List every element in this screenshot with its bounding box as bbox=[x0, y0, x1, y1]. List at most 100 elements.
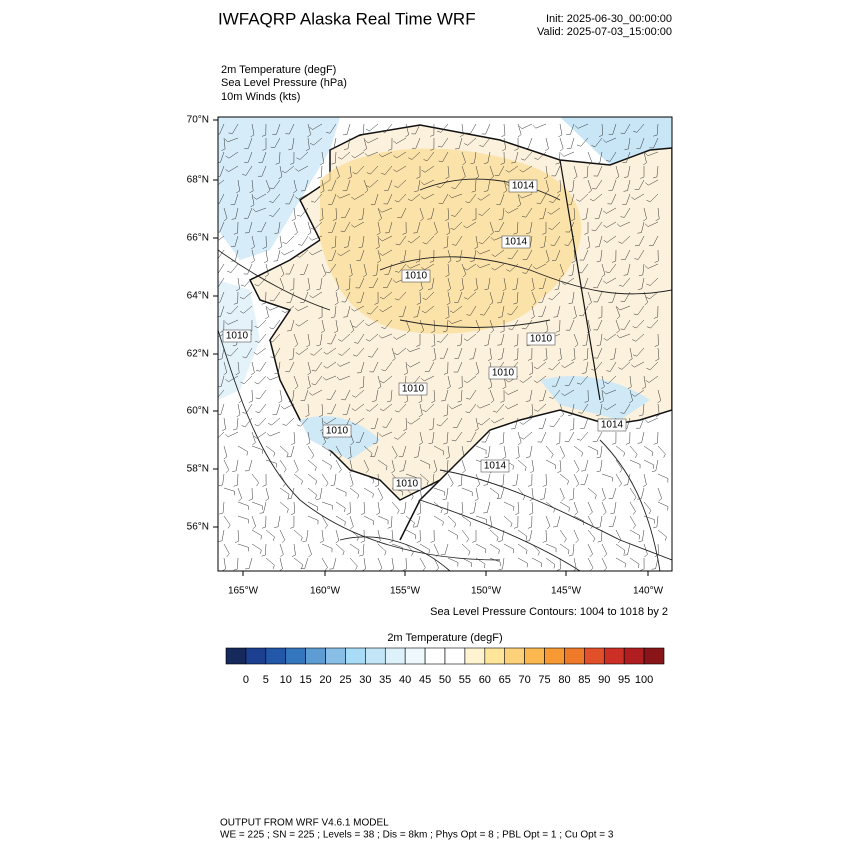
wind-barb bbox=[352, 389, 365, 398]
wind-barb bbox=[517, 487, 526, 501]
colorbar-box bbox=[265, 647, 287, 665]
wind-barb bbox=[559, 501, 570, 512]
wind-barb bbox=[514, 137, 519, 151]
wind-barb bbox=[653, 305, 659, 319]
wind-barb bbox=[330, 473, 337, 487]
wind-barb bbox=[461, 165, 466, 180]
wind-barb bbox=[615, 445, 625, 457]
wind-barb bbox=[507, 305, 519, 316]
wind-barb bbox=[379, 291, 393, 300]
wind-barb bbox=[638, 529, 645, 542]
wind-barb bbox=[351, 193, 365, 200]
wind-barb bbox=[557, 179, 562, 193]
wind-barb bbox=[620, 123, 631, 134]
wind-barb bbox=[335, 277, 340, 292]
wind-barb bbox=[542, 529, 547, 543]
wind-barb bbox=[457, 389, 463, 403]
wind-barb bbox=[285, 263, 295, 275]
colorbar-box bbox=[643, 647, 665, 665]
contour-note: Sea Level Pressure Contours: 1004 to 101… bbox=[430, 606, 668, 618]
colorbar-label: 40 bbox=[399, 674, 411, 686]
wind-barb bbox=[595, 151, 603, 164]
wind-barb bbox=[359, 543, 365, 557]
wind-barb bbox=[343, 235, 351, 248]
wind-barb bbox=[218, 193, 225, 205]
wind-barb bbox=[487, 347, 492, 362]
wind-barb bbox=[369, 361, 379, 373]
wind-barb bbox=[233, 221, 239, 235]
wind-barb bbox=[279, 529, 286, 543]
wind-barb bbox=[218, 305, 225, 317]
wind-barb bbox=[290, 151, 295, 165]
wind-barb bbox=[272, 123, 281, 135]
wind-barb bbox=[587, 179, 592, 194]
wind-barb bbox=[251, 515, 256, 530]
wind-barb bbox=[266, 431, 281, 437]
wind-barb bbox=[545, 137, 549, 152]
wind-barb bbox=[465, 403, 477, 414]
colorbar-box bbox=[285, 647, 306, 665]
wind-barb bbox=[618, 235, 631, 244]
wind-barb bbox=[250, 361, 255, 376]
wind-barb bbox=[309, 249, 323, 256]
wind-barb bbox=[221, 137, 226, 151]
wind-barb bbox=[473, 277, 478, 292]
wind-barb bbox=[593, 291, 603, 303]
wind-barb bbox=[413, 221, 421, 234]
wind-barb bbox=[525, 445, 533, 458]
wind-barb bbox=[218, 333, 225, 337]
wind-barb bbox=[644, 417, 659, 423]
wind-barb bbox=[418, 403, 423, 418]
wind-barb bbox=[431, 319, 436, 333]
wind-barb bbox=[363, 459, 369, 473]
colorbar-box bbox=[564, 647, 585, 665]
wind-barb bbox=[608, 291, 617, 303]
wind-barb bbox=[477, 417, 491, 426]
wind-barb bbox=[583, 347, 589, 361]
wind-barb bbox=[646, 277, 659, 286]
wind-barb bbox=[419, 319, 424, 334]
footer: OUTPUT FROM WRF V4.6.1 MODEL bbox=[220, 818, 389, 829]
wind-barb bbox=[240, 305, 253, 314]
wind-barb bbox=[602, 389, 617, 395]
lat-label: 66°N bbox=[187, 233, 209, 244]
wind-barb bbox=[261, 123, 267, 137]
wind-barb bbox=[488, 375, 492, 390]
wind-barb bbox=[226, 347, 239, 357]
wind-barb bbox=[517, 459, 527, 472]
wind-barb bbox=[218, 179, 225, 186]
wind-barb bbox=[279, 501, 289, 513]
wind-barb bbox=[363, 515, 375, 526]
wind-barb bbox=[471, 179, 477, 193]
wind-barb bbox=[235, 277, 240, 292]
wind-barb bbox=[517, 543, 528, 555]
colorbar-box bbox=[464, 647, 486, 665]
wind-barb bbox=[384, 179, 393, 191]
colorbar-label: 85 bbox=[578, 674, 590, 686]
wind-barb bbox=[559, 403, 564, 418]
wind-barb bbox=[489, 557, 501, 567]
wind-barb bbox=[321, 557, 328, 571]
wind-barb bbox=[446, 291, 451, 306]
wind-barb bbox=[579, 305, 589, 317]
contour-label-box bbox=[222, 329, 252, 343]
wind-barb bbox=[491, 417, 505, 424]
wind-barb bbox=[527, 473, 533, 487]
wind-barb bbox=[510, 417, 519, 430]
wind-barb bbox=[556, 431, 561, 445]
wind-barb bbox=[464, 291, 477, 300]
wind-barb bbox=[643, 543, 648, 558]
wind-barb bbox=[408, 151, 421, 160]
wind-barb bbox=[347, 445, 352, 460]
wind-barb bbox=[657, 389, 662, 404]
wind-barb bbox=[337, 249, 351, 257]
colorbar-box bbox=[623, 647, 645, 665]
wind-barb bbox=[513, 291, 519, 305]
wind-barb bbox=[629, 445, 638, 458]
wind-barb bbox=[258, 151, 267, 163]
wind-barb bbox=[551, 375, 561, 387]
wind-barb bbox=[508, 319, 519, 330]
lat-label: 56°N bbox=[187, 522, 209, 533]
wind-barb bbox=[596, 515, 603, 528]
wind-barb bbox=[360, 501, 365, 515]
